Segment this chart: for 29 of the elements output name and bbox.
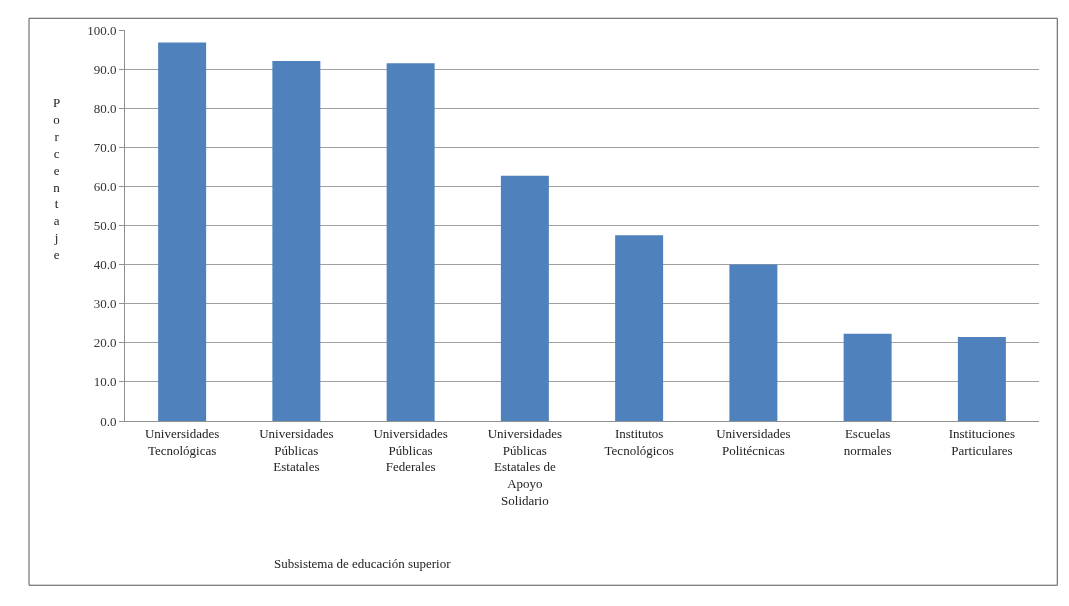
x-tick-label: Universidades Públicas Estatales de Apoyo Solidario [487,425,563,509]
x-tick-label: Universidades Públicas Federales [373,425,448,475]
bar [957,336,1006,421]
y-tick-label: 40.0 [93,257,117,273]
y-tick-label: 100.0 [87,22,117,38]
y-tick-label: 10.0 [93,374,117,390]
x-tick-label: Universidades Tecnológicas [144,425,220,458]
y-tick-label: 60.0 [93,178,117,194]
y-tick-label: 0.0 [100,413,117,429]
x-axis-title: Subsistema de educación superior [274,556,452,571]
text: Porcentaje [53,95,61,263]
bar [615,235,664,421]
bar [158,42,207,421]
y-tick-label: 50.0 [93,218,117,234]
x-tick-label: Escuelas normales [843,425,892,458]
y-tick-label: 80.0 [93,100,117,116]
bar [386,63,435,421]
y-tick-label: 30.0 [93,296,117,312]
y-tick-label: 20.0 [93,335,117,351]
x-tick-label: Universidades Públicas Estatales [259,425,334,475]
y-tick-label: 70.0 [93,139,117,155]
bar [729,264,778,421]
bar [843,333,892,421]
bar [500,175,549,421]
bar [272,60,321,421]
x-tick-label: Institutos Tecnológicos [604,425,674,458]
y-tick-label: 90.0 [93,61,117,77]
x-tick-label: Instituciones Particulares [948,425,1016,458]
x-tick-label: Universidades Politécnicas [716,425,791,458]
